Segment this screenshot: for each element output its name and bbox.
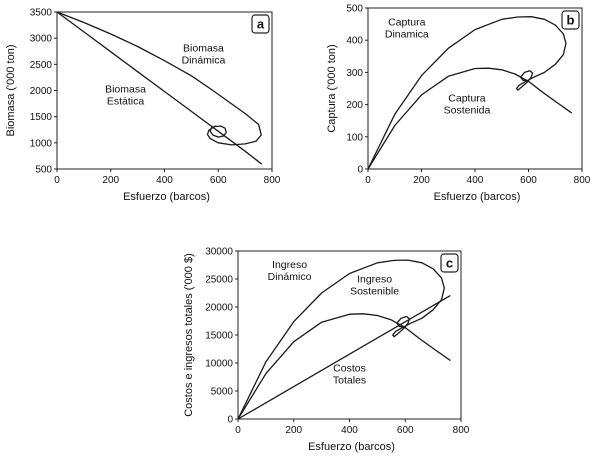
y-tick-label: 15000 [205,331,233,342]
curve-annotation: Captura [448,92,486,104]
curve-annotation: Totales [333,374,366,386]
curve-annotation: Biomasa [105,84,146,96]
x-tick-label: 0 [365,175,371,186]
y-tick-label: 30000 [205,247,233,258]
y-tick-label: 2500 [30,60,53,71]
y-tick-label: 300 [346,68,363,79]
panel-letter: a [257,17,265,32]
series-line-biomasa-estatica [56,11,262,165]
y-axis-label: Captura ('000 ton) [326,44,338,132]
panel-letter-box [440,253,459,273]
y-tick-label: 500 [35,165,52,176]
curve-annotation: Dinamica [385,29,429,41]
series-line-ingreso-sostenible [237,313,451,420]
y-tick-label: 2000 [30,86,53,97]
y-tick-label: 10000 [205,359,233,370]
y-axis-label: Costos e ingresos totales ('000 $) [183,253,195,417]
y-tick-label: 400 [346,36,363,47]
x-tick-label: 0 [54,175,60,186]
curve-annotation: Sostenible [350,285,399,297]
chart-panel-a: 0 200 400 600 800 500 1000 1500 2000 2500 3000 3500… [5,8,281,204]
series-line-biomasa-dinamica [56,11,262,146]
x-tick-label: 0 [235,425,241,436]
curve-annotation: Ingreso [357,273,392,285]
y-tick-label: 0 [357,165,363,176]
x-tick-label: 200 [285,425,302,436]
curve-annotation: Biomasa [183,42,224,54]
x-tick-label: 200 [102,175,119,186]
y-tick-label: 25000 [205,275,233,286]
x-tick-label: 800 [453,425,470,436]
x-tick-label: 400 [156,175,173,186]
x-tick-label: 400 [467,175,484,186]
x-tick-label: 600 [210,175,227,186]
panel-letter: c [446,256,453,271]
y-tick-label: 100 [346,132,363,143]
y-tick-label: 5000 [211,387,234,398]
y-tick-label: 1500 [30,112,53,123]
panel-letter-box [251,14,270,34]
curve-annotation: Dinámica [182,54,226,66]
curve-annotation: Ingreso [272,259,307,271]
x-tick-label: 400 [341,425,358,436]
y-tick-label: 3500 [30,8,53,19]
x-axis-label: Esfuerzo (barcos) [308,441,395,453]
curve-annotation: Captura [388,17,426,29]
y-tick-label: 20000 [205,303,233,314]
y-tick-label: 200 [346,100,363,111]
curve-annotation: Costos [333,362,366,374]
curve-annotation: Estática [107,96,145,108]
panel-letter-box [561,10,580,30]
x-tick-label: 800 [574,175,591,186]
curve-annotation: Dinámico [268,271,312,283]
curve-annotation: Sostenida [444,104,491,116]
y-tick-label: 3000 [30,34,53,45]
series-line-captura-sostenida [367,67,572,170]
y-tick-label: 500 [346,4,363,15]
y-tick-label: 0 [227,415,233,426]
x-tick-label: 600 [520,175,537,186]
x-tick-label: 800 [264,175,281,186]
chart-panel-b: 0 200 400 600 800 0 100 200 300 400 500 Esfuerzo (b… [326,4,591,204]
series-line-costos-totales [237,295,451,420]
chart-panel-c: 0 200 400 600 800 0 5000 10000 15000 20000 25000 30… [183,247,470,454]
x-tick-label: 600 [397,425,414,436]
y-tick-label: 1000 [30,138,53,149]
x-tick-label: 200 [413,175,430,186]
x-axis-label: Esfuerzo (barcos) [123,191,210,203]
series-line-captura-dinamica [367,16,567,170]
x-axis-label: Esfuerzo (barcos) [434,191,521,203]
panel-letter: b [567,13,575,28]
y-axis-label: Biomasa ('000 ton) [5,45,17,137]
series-line-ingreso-dinamico [237,259,445,420]
